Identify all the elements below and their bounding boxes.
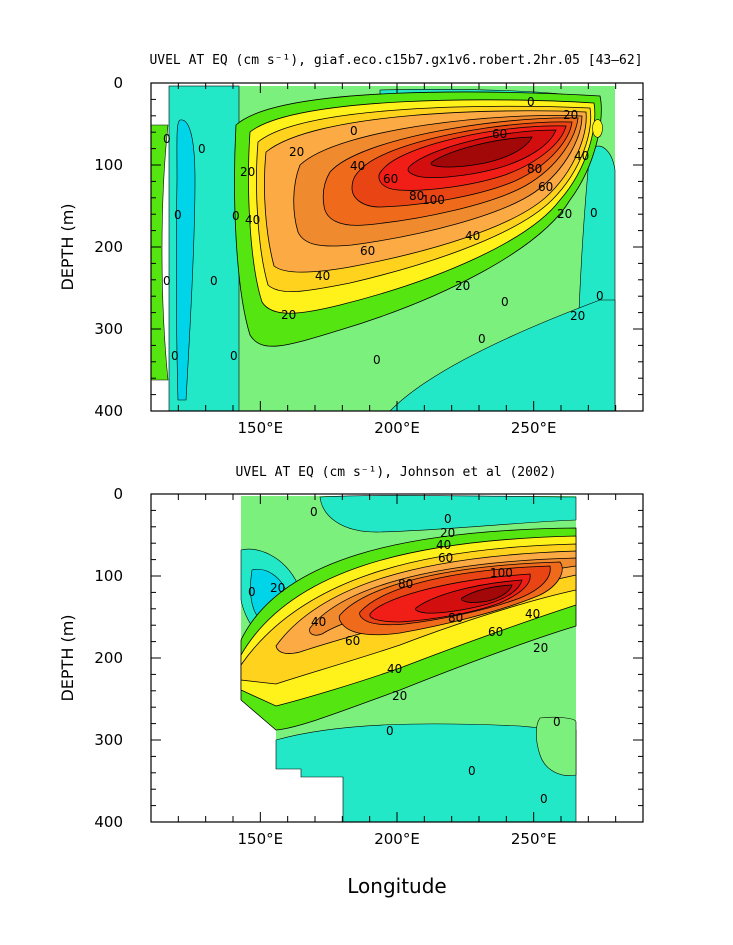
top-contour-label-80a: 80 (409, 189, 424, 203)
top-contour-label-0o: 0 (596, 289, 604, 303)
top-contour-label-0d: 0 (478, 332, 486, 346)
bot-contour-label-20d: 20 (392, 689, 407, 703)
top-contour-label-0m: 0 (230, 349, 238, 363)
top-band-west-15 (151, 124, 169, 381)
bot-contour-label-40a: 40 (436, 538, 451, 552)
bottom-x-tick-label-0: 150°E (238, 830, 284, 848)
bottom-y-tick-label-4: 400 (94, 813, 123, 831)
top-contour-label-60b: 60 (383, 172, 398, 186)
top-contour-label-0a: 0 (527, 95, 535, 109)
bot-contour-label-0a: 0 (310, 505, 318, 519)
bottom-x-tick-label-1: 200°E (374, 830, 420, 848)
top-contour-label-20c: 20 (557, 207, 572, 221)
top-contour-label-0b: 0 (350, 124, 358, 138)
top-x-tick-label-0: 150°E (238, 419, 284, 437)
bot-contour-label-0f: 0 (553, 715, 561, 729)
top-contour-label-0c: 0 (501, 295, 509, 309)
bot-contour-label-20c: 20 (533, 641, 548, 655)
bot-contour-label-60c: 60 (488, 625, 503, 639)
top-contour-label-40a: 40 (350, 159, 365, 173)
bottom-panel-title: UVEL AT EQ (cm s⁻¹), Johnson et al (2002… (236, 465, 557, 480)
bot-contour-label-0d: 0 (386, 724, 394, 738)
bot-contour-label-20a: 20 (440, 526, 455, 540)
bottom-contour-labels: 0 0 20 40 60 100 80 0 20 40 80 60 60 40 … (248, 505, 561, 806)
bot-contour-label-40d: 40 (387, 662, 402, 676)
bottom-band-deep-positive (535, 716, 577, 776)
bot-contour-label-40c: 40 (525, 607, 540, 621)
x-axis-label: Longitude (347, 874, 446, 898)
top-contour-label-0k: 0 (210, 274, 218, 288)
top-contour-label-40d: 40 (245, 213, 260, 227)
bot-contour-label-80a: 80 (398, 577, 413, 591)
bottom-y-axis-label: DEPTH (m) (58, 614, 77, 701)
bottom-y-tick-label-3: 300 (94, 731, 123, 749)
bottom-contour-field (240, 495, 577, 822)
top-y-tick-label-2: 200 (94, 238, 123, 256)
bottom-x-tick-label-2: 250°E (511, 830, 557, 848)
bot-contour-label-0e: 0 (468, 764, 476, 778)
bottom-y-tick-label-0: 0 (113, 485, 123, 503)
bot-contour-label-60a: 60 (438, 551, 453, 565)
bottom-band-surface-negative (319, 495, 577, 533)
bot-contour-label-60b: 60 (345, 634, 360, 648)
top-contour-label-60a: 60 (492, 127, 507, 141)
top-contour-label-20g: 20 (570, 309, 585, 323)
bot-contour-label-0g: 0 (540, 792, 548, 806)
top-contour-label-100: 100 (422, 193, 445, 207)
bottom-band-100 (461, 584, 513, 603)
top-contour-label-0j: 0 (171, 349, 179, 363)
bot-contour-label-40b: 40 (311, 615, 326, 629)
top-contour-label-20a: 20 (563, 108, 578, 122)
top-contour-label-20e: 20 (281, 308, 296, 322)
top-contour-label-0g: 0 (198, 142, 206, 156)
top-contour-label-40b: 40 (465, 229, 480, 243)
top-y-axis-label: DEPTH (m) (58, 203, 77, 290)
top-x-tick-label-2: 250°E (511, 419, 557, 437)
top-panel: UVEL AT EQ (cm s⁻¹), giaf.eco.c15b7.gx1v… (149, 53, 643, 411)
top-contour-label-0n: 0 (590, 206, 598, 220)
top-y-tick-label-0: 0 (113, 74, 123, 92)
top-contour-label-0f: 0 (163, 132, 171, 146)
bottom-band-deep-negative (275, 723, 577, 822)
top-contour-label-0i: 0 (163, 274, 171, 288)
bot-contour-label-100: 100 (490, 566, 513, 580)
bot-contour-label-20b: 20 (270, 581, 285, 595)
top-contour-label-20b: 20 (289, 145, 304, 159)
top-y-tick-label-3: 300 (94, 320, 123, 338)
top-contour-label-0h: 0 (174, 208, 182, 222)
top-contour-label-80b: 80 (527, 162, 542, 176)
top-y-tick-label-1: 100 (94, 156, 123, 174)
top-band-100 (430, 136, 533, 168)
top-panel-title: UVEL AT EQ (cm s⁻¹), giaf.eco.c15b7.gx1v… (149, 53, 642, 68)
top-contour-labels: 0 20 0 20 40 60 60 80 80 100 60 40 60 20… (163, 95, 604, 367)
top-contour-field (151, 85, 616, 411)
top-contour-label-60c: 60 (538, 180, 553, 194)
top-band-west-negative-core (176, 119, 196, 401)
top-contour-label-0e: 0 (373, 353, 381, 367)
bottom-panel: UVEL AT EQ (cm s⁻¹), Johnson et al (2002… (236, 465, 577, 822)
bot-contour-label-80b: 80 (448, 611, 463, 625)
top-band-east-60 (592, 119, 603, 138)
top-contour-label-0l: 0 (232, 209, 240, 223)
bottom-y-tick-label-1: 100 (94, 567, 123, 585)
top-band-lower-negative (389, 299, 616, 411)
top-contour-label-40c: 40 (315, 269, 330, 283)
bot-contour-label-0b: 0 (444, 512, 452, 526)
top-contour-label-20d: 20 (455, 279, 470, 293)
bot-contour-label-0c: 0 (248, 585, 256, 599)
top-y-tick-label-4: 400 (94, 402, 123, 420)
top-x-tick-label-1: 200°E (374, 419, 420, 437)
top-contour-label-20f: 20 (240, 165, 255, 179)
bottom-y-tick-label-2: 200 (94, 649, 123, 667)
top-contour-label-60d: 60 (360, 244, 375, 258)
top-contour-label-40e: 40 (574, 149, 589, 163)
